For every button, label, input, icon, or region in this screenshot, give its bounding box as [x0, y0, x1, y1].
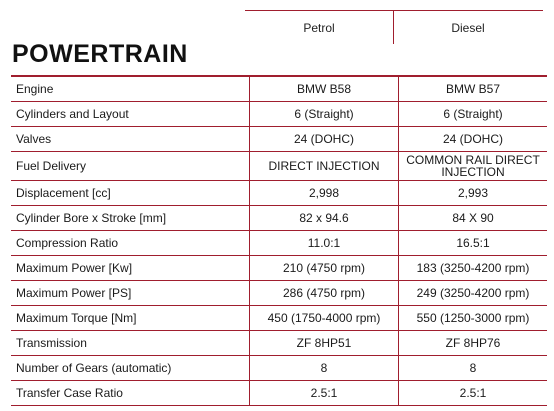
table-row: Transmission ZF 8HP51 ZF 8HP76: [11, 330, 547, 356]
diesel-value: 24 (DOHC): [398, 126, 547, 152]
petrol-value: 2.5:1: [249, 380, 399, 406]
table-row: Displacement [cc] 2,998 2,993: [11, 180, 547, 206]
row-label: Number of Gears (automatic): [11, 355, 250, 381]
petrol-value: BMW B58: [249, 75, 399, 102]
table-row: Cylinders and Layout 6 (Straight) 6 (Str…: [11, 101, 547, 127]
table-row: Fuel Delivery DIRECT INJECTION COMMON RA…: [11, 151, 547, 181]
row-label: Maximum Power [Kw]: [11, 255, 250, 281]
row-label: Valves: [11, 126, 250, 152]
table-row: Valves 24 (DOHC) 24 (DOHC): [11, 126, 547, 152]
diesel-value: 6 (Straight): [398, 101, 547, 127]
row-label: Cylinders and Layout: [11, 101, 250, 127]
diesel-value: 84 X 90: [398, 205, 547, 231]
table-row: Maximum Torque [Nm] 450 (1750-4000 rpm) …: [11, 305, 547, 331]
diesel-value: 550 (1250-3000 rpm): [398, 305, 547, 331]
row-label: Maximum Power [PS]: [11, 280, 250, 306]
row-label: Compression Ratio: [11, 230, 250, 256]
row-label: Transfer Case Ratio: [11, 380, 250, 406]
table-row: Cylinder Bore x Stroke [mm] 82 x 94.6 84…: [11, 205, 547, 231]
petrol-value: ZF 8HP51: [249, 330, 399, 356]
diesel-value: 2.5:1: [398, 380, 547, 406]
table-row: Maximum Power [PS] 286 (4750 rpm) 249 (3…: [11, 280, 547, 306]
column-header-diesel: Diesel: [451, 20, 485, 35]
diesel-value: 183 (3250-4200 rpm): [398, 255, 547, 281]
petrol-value: 286 (4750 rpm): [249, 280, 399, 306]
powertrain-spec-table: Engine BMW B58 BMW B57 Cylinders and Lay…: [11, 75, 547, 406]
petrol-value: 2,998: [249, 180, 399, 206]
row-label: Engine: [11, 75, 250, 102]
petrol-value: DIRECT INJECTION: [249, 151, 399, 181]
diesel-value: 16.5:1: [398, 230, 547, 256]
petrol-value: 82 x 94.6: [249, 205, 399, 231]
section-title: POWERTRAIN: [12, 40, 188, 68]
diesel-value: ZF 8HP76: [398, 330, 547, 356]
table-row: Maximum Power [Kw] 210 (4750 rpm) 183 (3…: [11, 255, 547, 281]
row-label: Fuel Delivery: [11, 151, 250, 181]
petrol-value: 450 (1750-4000 rpm): [249, 305, 399, 331]
diesel-value: 8: [398, 355, 547, 381]
row-label: Maximum Torque [Nm]: [11, 305, 250, 331]
table-row: Engine BMW B58 BMW B57: [11, 75, 547, 102]
column-header-row: Petrol Diesel: [245, 10, 543, 44]
table-row: Transfer Case Ratio 2.5:1 2.5:1: [11, 380, 547, 406]
row-label: Displacement [cc]: [11, 180, 250, 206]
diesel-value: 249 (3250-4200 rpm): [398, 280, 547, 306]
diesel-value: COMMON RAIL DIRECT INJECTION: [398, 151, 547, 181]
petrol-value: 8: [249, 355, 399, 381]
petrol-value: 6 (Straight): [249, 101, 399, 127]
petrol-value: 210 (4750 rpm): [249, 255, 399, 281]
diesel-value: 2,993: [398, 180, 547, 206]
table-row: Compression Ratio 11.0:1 16.5:1: [11, 230, 547, 256]
row-label: Cylinder Bore x Stroke [mm]: [11, 205, 250, 231]
column-header-petrol: Petrol: [245, 11, 394, 44]
row-label: Transmission: [11, 330, 250, 356]
petrol-value: 24 (DOHC): [249, 126, 399, 152]
table-row: Number of Gears (automatic) 8 8: [11, 355, 547, 381]
petrol-value: 11.0:1: [249, 230, 399, 256]
diesel-value: BMW B57: [398, 75, 547, 102]
